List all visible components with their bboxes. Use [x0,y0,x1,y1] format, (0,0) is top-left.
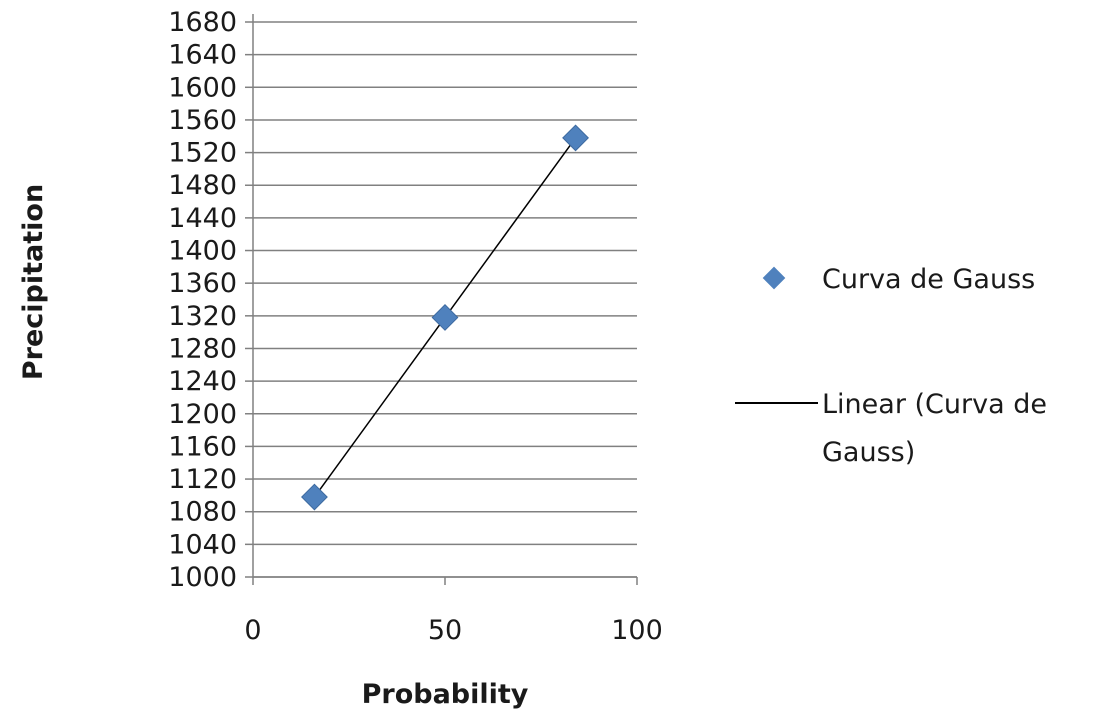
y-tick-label: 1440 [168,203,237,234]
legend: Curva de Gauss Linear (Curva de Gauss) [735,264,1047,468]
legend-marker-diamond [762,266,786,290]
y-tick-label: 1200 [168,399,237,430]
y-tick-label: 1320 [168,301,237,332]
x-tick-labels: 0 50 100 [244,615,662,646]
legend-label-trendline-line2: Gauss) [822,437,915,468]
y-tick-label: 1080 [168,497,237,528]
y-axis-title: Precipitation [18,184,49,380]
y-tick-label: 1240 [168,366,237,397]
legend-label-trendline-line1: Linear (Curva de [822,389,1047,420]
y-tick-label: 1360 [168,268,237,299]
y-tick-label: 1400 [168,236,237,267]
x-tick-label: 50 [428,615,462,646]
y-tick-label: 1520 [168,138,237,169]
x-tick-label: 0 [244,615,261,646]
axes [245,14,638,585]
data-point [562,124,589,152]
y-tick-label: 1280 [168,333,237,364]
y-tick-label: 1600 [168,72,237,103]
y-tick-label: 1680 [168,7,237,38]
y-tick-label: 1000 [168,562,237,593]
y-tick-label: 1040 [168,529,237,560]
gridlines [253,21,637,578]
y-tick-label: 1480 [168,170,237,201]
data-point [431,304,459,331]
y-tick-labels: 1000104010801120116012001240128013201360… [168,7,237,593]
data-point [301,483,328,511]
y-tick-label: 1560 [168,105,237,136]
y-tick-label: 1640 [168,40,237,71]
y-tick-label: 1160 [168,431,237,462]
legend-label-series: Curva de Gauss [822,264,1035,295]
x-tick-label: 100 [611,615,663,646]
y-tick-label: 1120 [168,464,237,495]
x-axis-title: Probability [362,679,529,710]
data-points [301,124,589,511]
